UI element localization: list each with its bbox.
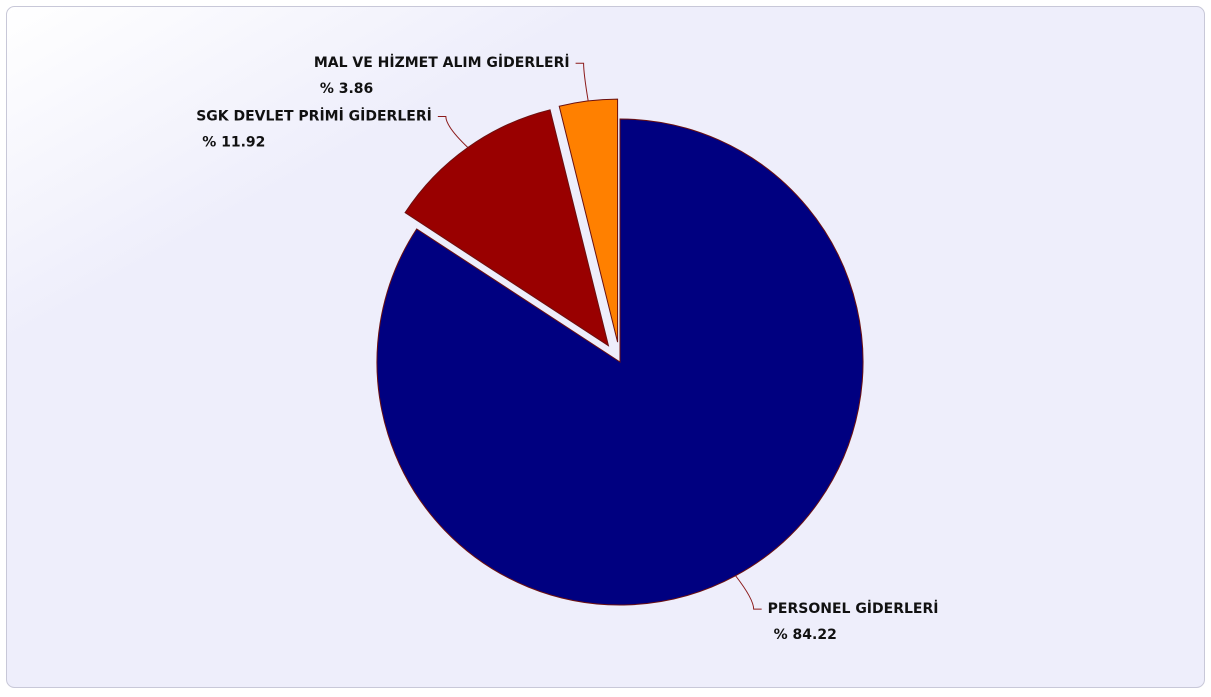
slice-label: PERSONEL GİDERLERİ bbox=[768, 600, 939, 617]
chart-frame bbox=[6, 6, 1205, 688]
leader-line bbox=[735, 575, 762, 610]
slice-label: SGK DEVLET PRİMİ GİDERLERİ bbox=[196, 108, 432, 125]
pie-slice bbox=[404, 109, 610, 347]
slice-label: MAL VE HİZMET ALIM GİDERLERİ bbox=[314, 54, 570, 71]
leader-line bbox=[575, 62, 589, 102]
slice-value-label: % 3.86 bbox=[320, 81, 373, 97]
slice-value-label: % 84.22 bbox=[774, 627, 837, 643]
leader-line bbox=[437, 116, 469, 148]
pie-slice bbox=[558, 98, 619, 343]
slice-value-label: % 11.92 bbox=[202, 135, 265, 151]
pie-slice bbox=[376, 118, 864, 606]
